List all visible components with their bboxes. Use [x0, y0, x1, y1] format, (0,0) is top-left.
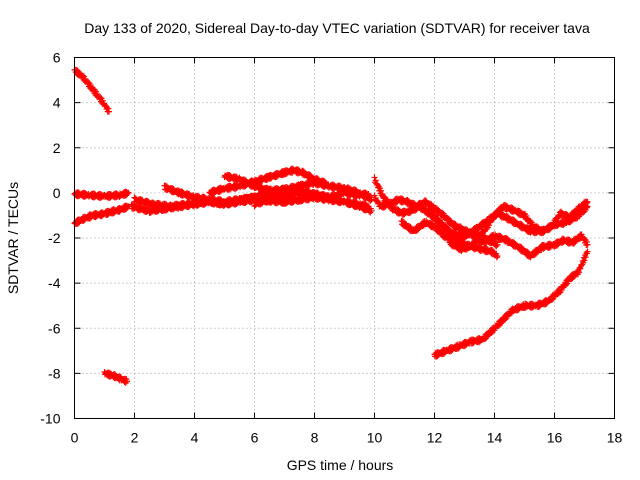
- series-track-4: [71, 188, 132, 201]
- y-tick-label: -2: [48, 230, 61, 246]
- y-tick-label: -4: [48, 275, 61, 291]
- grid: [74, 57, 615, 419]
- y-tick-label: 2: [53, 140, 61, 156]
- y-axis-label: SDTVAR / TECUs: [5, 182, 21, 294]
- series-track-9: [221, 171, 375, 204]
- data-point: [511, 217, 518, 224]
- x-tick-label: 8: [311, 430, 319, 446]
- data-point: [584, 248, 591, 255]
- x-tick-label: 18: [607, 430, 623, 446]
- series-track-3: [71, 202, 132, 228]
- y-tick-label: -10: [40, 411, 60, 427]
- x-tick-label: 16: [547, 430, 563, 446]
- data-point: [494, 253, 501, 260]
- data-point: [124, 378, 130, 385]
- data-point: [494, 241, 501, 248]
- x-tick-label: 0: [71, 430, 79, 446]
- y-tick-label: -6: [48, 320, 61, 336]
- y-tick-label: 4: [53, 95, 61, 111]
- data-point: [584, 241, 591, 248]
- data-point: [576, 269, 583, 276]
- chart-title: Day 133 of 2020, Sidereal Day-to-day VTE…: [84, 20, 590, 36]
- series-track-16: [431, 248, 591, 360]
- data-point: [511, 239, 518, 246]
- series-track-2: [101, 368, 130, 386]
- data-point: [581, 257, 588, 264]
- data-point: [571, 240, 578, 247]
- data-point: [99, 97, 106, 104]
- data-point: [553, 217, 560, 224]
- x-tick-label: 12: [427, 430, 443, 446]
- x-tick-label: 10: [367, 430, 383, 446]
- x-tick-label: 2: [131, 430, 139, 446]
- data-point: [584, 198, 591, 205]
- data-point: [368, 207, 375, 214]
- data-point: [543, 300, 550, 307]
- y-tick-label: -8: [48, 365, 61, 381]
- series-track-1: [71, 66, 112, 115]
- tick-labels: 0 2 4 6 8 10 12 14 16 18 -10 -8 -6 -4 -2 0 2 4 6: [40, 50, 622, 446]
- x-tick-label: 4: [191, 430, 199, 446]
- data-point: [290, 196, 297, 203]
- plot-frame: [74, 57, 615, 419]
- y-tick-label: 6: [53, 50, 61, 66]
- x-tick-label: 14: [487, 430, 503, 446]
- x-axis-label: GPS time / hours: [287, 457, 394, 473]
- y-tick-label: 0: [53, 185, 61, 201]
- data-point: [125, 189, 132, 196]
- data-point: [558, 208, 565, 215]
- data-point: [106, 108, 112, 115]
- series-track-15: [446, 198, 591, 254]
- series-track-10: [251, 185, 375, 216]
- x-tick-label: 6: [251, 430, 259, 446]
- data-points: [71, 66, 591, 386]
- data-point: [105, 105, 112, 112]
